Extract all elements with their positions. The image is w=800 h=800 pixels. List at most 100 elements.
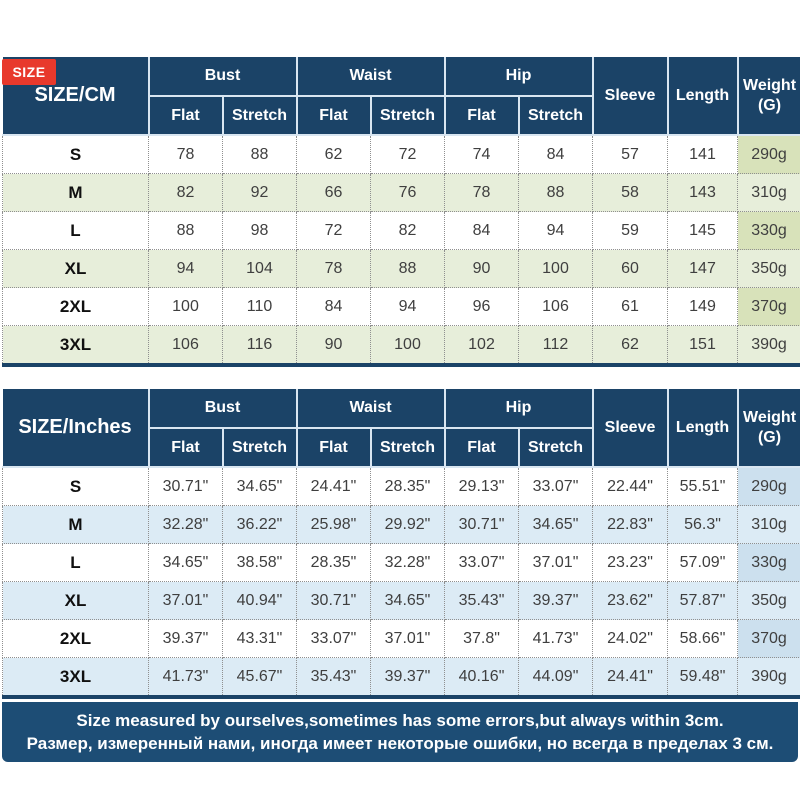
column-header-sleeve: Sleeve	[591, 57, 669, 136]
measure-cell: 76	[369, 173, 446, 212]
measure-cell: 23.62"	[592, 581, 669, 620]
weight-cell: 350g	[737, 249, 800, 288]
measure-cell: 90	[296, 325, 371, 366]
measure-cell: 141	[667, 134, 739, 174]
measure-cell: 78	[296, 249, 371, 288]
measure-cell: 36.22"	[222, 505, 297, 544]
measure-cell: 151	[667, 325, 739, 366]
measure-cell: 37.01"	[148, 581, 223, 620]
table-row: S 30.71" 34.65" 24.41" 28.35" 29.13" 33.07" 22.…	[2, 466, 800, 506]
measure-cell: 22.44"	[592, 466, 669, 506]
column-header-length: Length	[666, 57, 739, 136]
measure-cell: 82	[148, 173, 223, 212]
measure-cell: 30.71"	[296, 581, 371, 620]
measure-cell: 55.51"	[667, 466, 739, 506]
measure-cell: 72	[296, 211, 371, 250]
measure-cell: 106	[148, 325, 223, 366]
header-row-subcolumns: Flat Stretch Flat Stretch Flat Stretch	[3, 95, 800, 136]
measure-cell: 30.71"	[444, 505, 520, 544]
measure-cell: 84	[518, 134, 594, 174]
column-header-length: Length	[666, 389, 739, 468]
size-label: 2XL	[2, 287, 149, 326]
header-row-groups: SIZE/Inches Bust Waist Hip Sleeve Length…	[2, 389, 800, 468]
weight-cell: 370g	[737, 287, 800, 326]
measure-cell: 34.65"	[518, 505, 594, 544]
measure-cell: 41.73"	[148, 657, 223, 698]
table-header-cm: SIZE/CM Bust Waist Hip Sleeve Length Wei…	[2, 57, 800, 136]
measure-cell: 90	[444, 249, 520, 288]
size-label: L	[2, 543, 149, 582]
measure-cell: 33.07"	[296, 619, 371, 658]
measure-cell: 39.37"	[148, 619, 223, 658]
header-row-groups: SIZE/CM Bust Waist Hip Sleeve Length Wei…	[2, 57, 800, 136]
measure-cell: 104	[222, 249, 297, 288]
measure-cell: 39.37"	[518, 581, 594, 620]
note-line-russian: Размер, измеренный нами, иногда имеет не…	[26, 733, 774, 753]
measure-cell: 57.87"	[667, 581, 739, 620]
weight-cell: 310g	[737, 173, 800, 212]
measure-cell: 58.66"	[667, 619, 739, 658]
measure-cell: 94	[148, 249, 223, 288]
measure-cell: 40.16"	[444, 657, 520, 698]
column-header-weight: Weight (G)	[736, 389, 800, 468]
measure-cell: 37.8"	[444, 619, 520, 658]
table-row: S 78 88 62 72 74 84 57 141 290g	[2, 134, 800, 174]
measure-cell: 60	[592, 249, 669, 288]
column-header-hip: Hip	[443, 57, 594, 97]
size-chart-page: SIZE SIZE/CM Bust Waist Hip Sleeve Lengt…	[0, 57, 800, 800]
size-table-inches: SIZE/Inches Bust Waist Hip Sleeve Length…	[2, 389, 800, 699]
column-header-waist: Waist	[295, 389, 446, 429]
column-header-waist: Waist	[295, 57, 446, 97]
table-row: L 34.65" 38.58" 28.35" 32.28" 33.07" 37.01" 23.…	[2, 543, 800, 582]
measure-cell: 29.13"	[444, 466, 520, 506]
subheader-bust-stretch: Stretch	[221, 95, 298, 136]
measure-cell: 88	[518, 173, 594, 212]
measure-cell: 56.3"	[667, 505, 739, 544]
measure-cell: 116	[222, 325, 297, 366]
table-row: M 32.28" 36.22" 25.98" 29.92" 30.71" 34.65" 22.…	[2, 505, 800, 544]
subheader-waist-stretch: Stretch	[369, 427, 446, 468]
measure-cell: 61	[592, 287, 669, 326]
subheader-waist-flat: Flat	[295, 95, 372, 136]
measure-cell: 62	[296, 134, 371, 174]
measure-cell: 37.01"	[369, 619, 446, 658]
table-body-cm: S 78 88 62 72 74 84 57 141 290g M 82 92 66 76 78 88 58 143…	[2, 134, 800, 366]
measure-cell: 40.94"	[222, 581, 297, 620]
measure-cell: 44.09"	[518, 657, 594, 698]
size-label: 3XL	[2, 325, 149, 366]
column-header-bust: Bust	[147, 389, 298, 429]
measure-cell: 78	[148, 134, 223, 174]
measure-cell: 143	[667, 173, 739, 212]
measure-cell: 29.92"	[369, 505, 446, 544]
subheader-waist-stretch: Stretch	[369, 95, 446, 136]
table-row: 2XL 100 110 84 94 96 106 61 149 370g	[2, 287, 800, 326]
measure-cell: 32.28"	[148, 505, 223, 544]
measure-cell: 59.48"	[667, 657, 739, 698]
measure-cell: 41.73"	[518, 619, 594, 658]
measure-cell: 28.35"	[296, 543, 371, 582]
table-row: M 82 92 66 76 78 88 58 143 310g	[2, 173, 800, 212]
note-bar: Size measured by ourselves,sometimes has…	[2, 702, 798, 762]
measure-cell: 110	[222, 287, 297, 326]
measure-cell: 43.31"	[222, 619, 297, 658]
measure-cell: 88	[369, 249, 446, 288]
size-label: S	[2, 466, 149, 506]
measure-cell: 147	[667, 249, 739, 288]
size-badge: SIZE	[2, 59, 56, 85]
size-label: S	[2, 134, 149, 174]
weight-cell: 290g	[737, 466, 800, 506]
weight-cell: 330g	[737, 211, 800, 250]
measure-cell: 24.41"	[296, 466, 371, 506]
measure-cell: 30.71"	[148, 466, 223, 506]
note-line-english: Size measured by ourselves,sometimes has…	[76, 710, 724, 730]
column-header-size-cm: SIZE/CM	[2, 57, 150, 136]
weight-cell: 370g	[737, 619, 800, 658]
measure-cell: 100	[369, 325, 446, 366]
measure-cell: 84	[444, 211, 520, 250]
weight-header-unit: (G)	[757, 428, 782, 446]
measure-cell: 34.65"	[369, 581, 446, 620]
measure-cell: 57	[592, 134, 669, 174]
subheader-hip-flat: Flat	[443, 95, 520, 136]
measure-cell: 149	[667, 287, 739, 326]
subheader-hip-stretch: Stretch	[517, 427, 594, 468]
